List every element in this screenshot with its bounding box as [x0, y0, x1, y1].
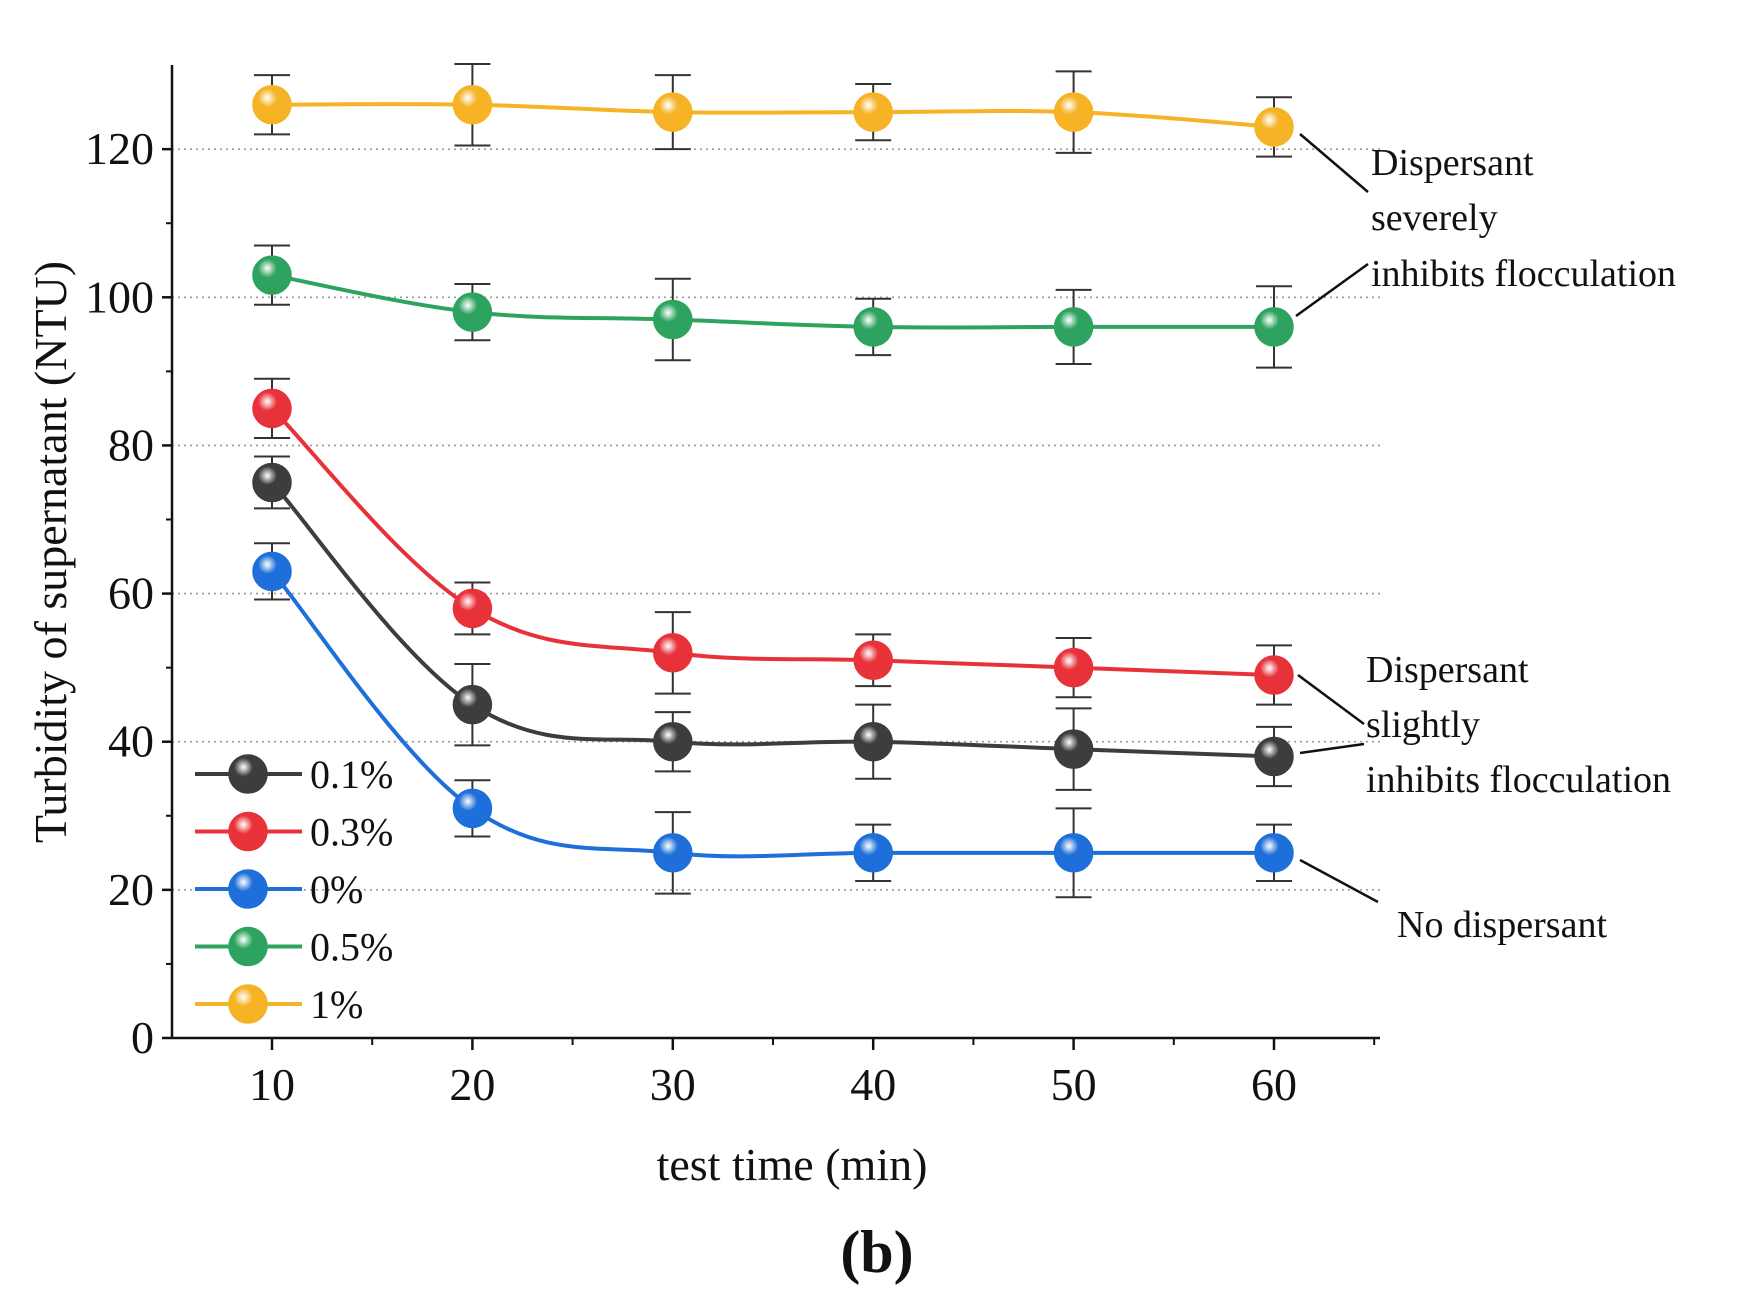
data-point — [1254, 736, 1294, 777]
data-point — [252, 462, 292, 503]
y-tick-label: 80 — [108, 419, 154, 470]
legend: 0.1% 0.3% 0% 0.5% 1% — [195, 752, 393, 1027]
legend-label: 0% — [310, 867, 363, 912]
x-tick-label: 40 — [850, 1059, 896, 1110]
axis-ticks: 0 20 40 60 80 100 120 10 20 30 40 50 60 — [85, 123, 1376, 1110]
data-point — [653, 721, 693, 762]
data-point — [452, 84, 493, 125]
legend-marker — [228, 811, 268, 852]
annotation-severe-line-1: Dispersant — [1371, 142, 1534, 184]
y-axis-title: Turbidity of supernatant (NTU) — [25, 261, 76, 843]
legend-marker — [228, 926, 268, 967]
data-point — [1053, 729, 1094, 769]
annotation-slight-line-1: Dispersant — [1366, 649, 1529, 691]
data-point — [1254, 307, 1294, 347]
legend-item-0%: 0% — [195, 867, 363, 912]
data-point — [452, 292, 493, 332]
data-point — [452, 588, 493, 629]
data-point — [853, 307, 893, 347]
x-tick-label: 20 — [449, 1059, 495, 1110]
data-point — [653, 92, 693, 132]
x-tick-label: 60 — [1251, 1059, 1297, 1110]
data-point — [653, 299, 693, 340]
legend-marker — [228, 869, 268, 909]
legend-item-0.5%: 0.5% — [195, 925, 393, 970]
annotation-severe-line-2: severely — [1371, 197, 1498, 239]
y-tick-label: 0 — [131, 1012, 154, 1063]
x-axis-title: test time (min) — [657, 1139, 928, 1190]
annotation-pointer-05pct — [1295, 262, 1369, 318]
data-point — [252, 551, 292, 592]
data-point — [853, 92, 893, 132]
annotation-slight-line-3: inhibits flocculation — [1366, 759, 1671, 801]
annotation-pointer-03pct — [1297, 673, 1365, 726]
legend-label: 0.1% — [310, 752, 393, 797]
data-point — [1254, 833, 1294, 873]
data-point — [1053, 307, 1094, 347]
series-line — [271, 102, 1275, 129]
series-layer — [252, 62, 1294, 899]
data-point — [853, 833, 893, 873]
series-line — [271, 273, 1274, 330]
legend-marker — [228, 984, 268, 1024]
annotation-slight-line-2: slightly — [1366, 704, 1480, 746]
annotation-pointer-0pct — [1299, 858, 1379, 904]
legend-item-1%: 1% — [195, 982, 363, 1027]
annotation-none-line-1: No dispersant — [1397, 904, 1607, 946]
x-tick-label: 10 — [249, 1059, 295, 1110]
data-point — [452, 684, 493, 725]
data-point — [653, 633, 693, 673]
axes — [170, 65, 1380, 1040]
data-point — [252, 388, 292, 429]
y-tick-label: 100 — [85, 271, 154, 322]
x-tick-label: 30 — [650, 1059, 696, 1110]
series-0% — [252, 542, 1294, 899]
annotations: Dispersant severely inhibits flocculatio… — [1295, 133, 1676, 946]
series-0.1% — [252, 455, 1294, 791]
series-0.3% — [252, 377, 1294, 706]
legend-label: 0.3% — [310, 810, 393, 855]
data-point — [1053, 647, 1094, 688]
y-tick-label: 40 — [108, 716, 154, 767]
data-point — [853, 721, 893, 762]
series-line — [270, 570, 1274, 859]
y-tick-label: 120 — [85, 123, 154, 174]
data-point — [853, 640, 893, 680]
annotation-severe-line-3: inhibits flocculation — [1371, 253, 1676, 295]
data-point — [653, 833, 693, 873]
x-tick-label: 50 — [1051, 1059, 1097, 1110]
figure-caption: (b) — [840, 1219, 913, 1285]
data-point — [1254, 655, 1294, 695]
y-tick-label: 60 — [108, 568, 154, 619]
series-line — [270, 406, 1275, 678]
data-point — [252, 255, 292, 295]
series-0.5% — [252, 244, 1294, 369]
legend-item-0.1%: 0.1% — [195, 752, 393, 797]
legend-label: 0.5% — [310, 925, 393, 970]
legend-item-0.3%: 0.3% — [195, 810, 393, 855]
series-1% — [252, 62, 1294, 158]
annotation-pointer-01pct — [1299, 742, 1365, 755]
legend-label: 1% — [310, 982, 363, 1027]
series-line — [270, 481, 1275, 759]
data-point — [252, 84, 292, 125]
annotation-pointer-1pct — [1299, 133, 1369, 193]
y-tick-label: 20 — [108, 864, 154, 915]
data-point — [1053, 92, 1094, 132]
legend-marker — [228, 754, 268, 794]
data-point — [1254, 107, 1294, 147]
data-point — [452, 788, 493, 829]
data-point — [1053, 833, 1094, 873]
